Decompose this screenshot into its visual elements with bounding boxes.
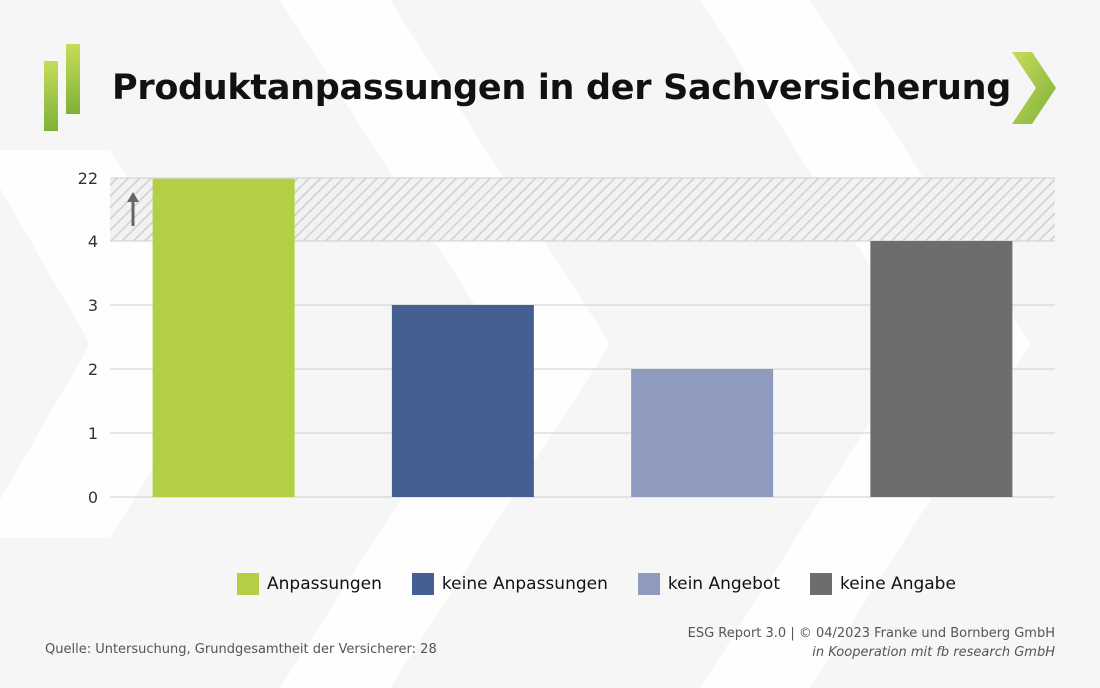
y-tick-label: 0	[88, 488, 98, 507]
credit-line: ESG Report 3.0 | © 04/2023 Franke und Bo…	[687, 626, 1055, 641]
bar-3	[631, 369, 774, 497]
legend-label: kein Angebot	[667, 574, 780, 594]
y-tick-label: 2	[88, 360, 98, 379]
legend-item: keine Angabe	[810, 573, 956, 595]
y-tick-label: 1	[88, 424, 98, 443]
legend-item: Anpassungen	[237, 573, 382, 595]
y-tick-label: 4	[88, 232, 98, 251]
legend-swatch	[411, 573, 434, 595]
legend-swatch	[637, 573, 660, 595]
bar-chart: 0 1 2 3 4 22	[78, 169, 1055, 507]
legend-item: kein Angebot	[637, 573, 780, 595]
cooperation-line: in Kooperation mit fb research GmbH	[812, 645, 1055, 660]
bar-4	[870, 241, 1013, 497]
legend-label: keine Anpassungen	[441, 574, 608, 594]
legend: Anpassungen keine Anpassungen kein Angebot…	[237, 573, 956, 595]
chart-title: Produktanpassungen in der Sachversicheru…	[112, 68, 1011, 108]
bar-1	[152, 178, 295, 497]
bar-2	[391, 305, 534, 497]
source-note: Quelle: Untersuchung, Grundgesamtheit de…	[45, 642, 437, 657]
credit-block: ESG Report 3.0 | © 04/2023 Franke und Bo…	[688, 624, 1055, 662]
legend-swatch	[810, 573, 832, 595]
legend-label: Anpassungen	[267, 574, 382, 594]
chevron-right-icon	[1012, 52, 1056, 124]
legend-label: keine Angabe	[840, 574, 956, 594]
up-arrow-head	[127, 192, 139, 202]
legend-swatch	[237, 573, 259, 595]
legend-item: keine Anpassungen	[411, 573, 608, 595]
y-tick-label: 3	[88, 296, 98, 315]
y-tick-label: 22	[78, 169, 98, 188]
brand-bars-icon	[44, 44, 80, 131]
